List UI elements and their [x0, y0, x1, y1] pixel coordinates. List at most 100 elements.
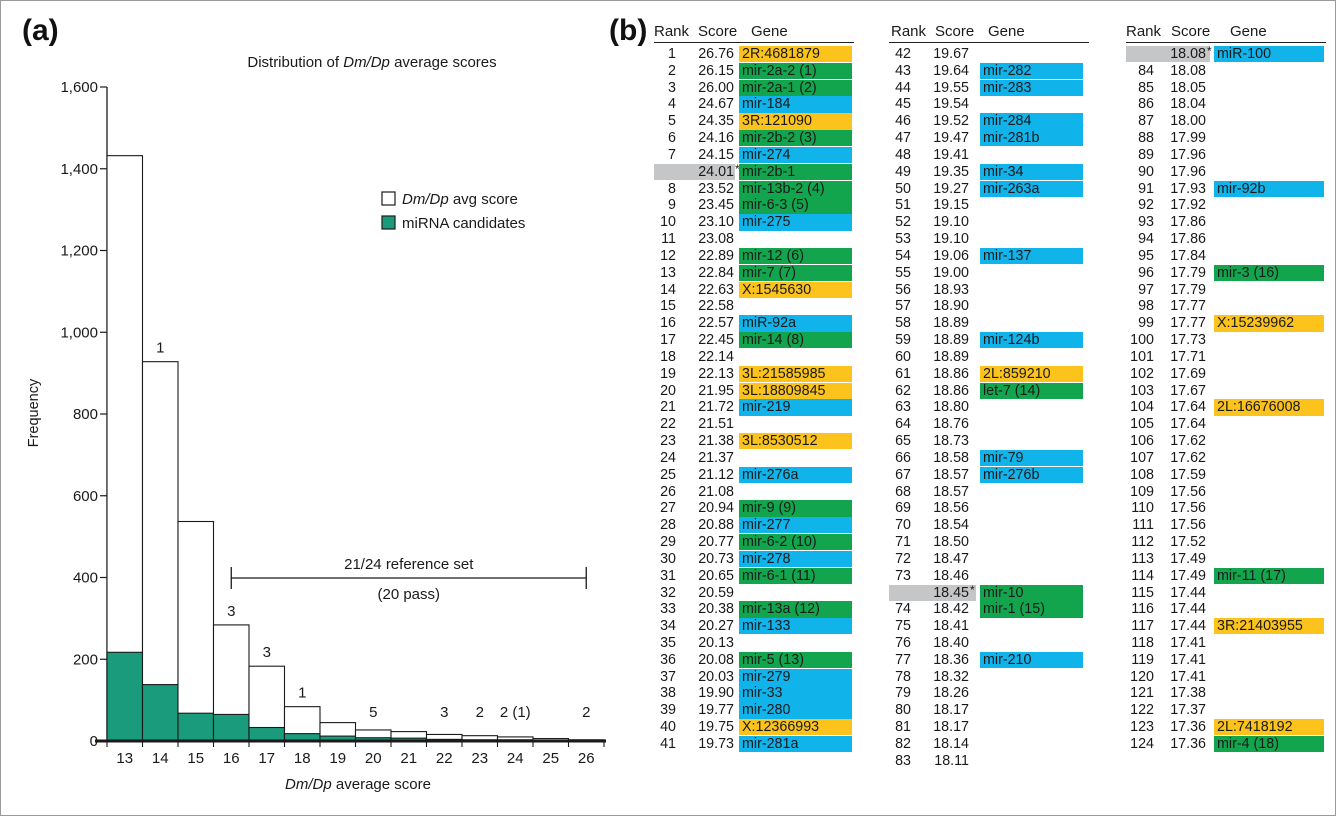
ranking-column-3: Rank Score Gene 18.08 * miR-100 84 18.08 85 18.05… [1126, 22, 1326, 753]
rank-cell: 70 [895, 517, 911, 534]
score-cell: 18.56 [933, 500, 969, 517]
rank-cell: 88 [1138, 130, 1154, 147]
gene-cell: mir-5 (13) [739, 651, 852, 669]
rank-cell: 51 [895, 197, 911, 214]
rank-cell: 8 [668, 180, 676, 197]
table-row: 3 26.00 mir-2a-1 (2) [654, 79, 854, 97]
rank-cell: 116 [1131, 601, 1154, 618]
y-tick-label: 200 [73, 651, 98, 668]
table-row: 124 17.36 mir-4 (18) [1126, 735, 1326, 753]
rank-cell: 103 [1130, 382, 1154, 399]
score-cell: 17.37 [1170, 702, 1206, 719]
table-row: 54 19.06 mir-137 [889, 247, 1089, 265]
table-header: Rank Score Gene [889, 22, 1089, 43]
y-tick-label: 1,200 [60, 243, 98, 260]
table-row: 33 20.38 mir-13a (12) [654, 601, 854, 618]
reference-set-sublabel: (20 pass) [377, 586, 440, 603]
table-row: 58 18.89 [889, 315, 1089, 332]
bar-annotation: 5 [369, 704, 377, 721]
score-cell: 22.89 [698, 247, 734, 264]
table-row: 75 18.41 [889, 618, 1089, 635]
rank-cell: 24 [660, 449, 676, 466]
table-row: 18.45 * mir-10 [889, 583, 1089, 602]
rank-cell: 10 [660, 214, 676, 231]
rank-cell: 100 [1130, 332, 1154, 349]
rank-cell: 81 [895, 719, 911, 736]
legend-swatch-total [381, 191, 396, 206]
table-row: 31 20.65 mir-6-1 (11) [654, 567, 854, 585]
score-cell: 17.36 [1170, 719, 1206, 736]
score-cell: 24.67 [698, 96, 734, 113]
rank-cell: 110 [1131, 500, 1154, 517]
table-row: 82 18.14 [889, 736, 1089, 753]
score-cell: 17.44 [1170, 618, 1206, 635]
table-row: 66 18.58 mir-79 [889, 449, 1089, 467]
table-row: 81 18.17 [889, 719, 1089, 736]
y-tick-label: 400 [73, 570, 98, 587]
rank-cell: 72 [895, 550, 911, 567]
score-cell: 18.08 [1170, 62, 1206, 79]
score-cell: 17.92 [1170, 197, 1206, 214]
score-cell: 17.52 [1170, 534, 1206, 551]
score-cell: 17.86 [1170, 214, 1206, 231]
score-cell: 22.45 [698, 332, 734, 349]
x-tick-label: 22 [436, 750, 453, 767]
table-row: 71 18.50 [889, 534, 1089, 551]
x-tick-label: 17 [258, 750, 275, 767]
table-row: 20 21.95 3L:18809845 [654, 382, 854, 400]
rank-cell: 69 [895, 500, 911, 517]
table-row: 113 17.49 [1126, 551, 1326, 568]
score-cell: 17.64 [1170, 416, 1206, 433]
table-row: 29 20.77 mir-6-2 (10) [654, 534, 854, 551]
score-cell: 18.93 [933, 281, 969, 298]
score-cell: 21.37 [698, 449, 734, 466]
rank-cell: 94 [1138, 231, 1154, 248]
score-cell: 19.90 [698, 685, 734, 702]
table-row: 119 17.41 [1126, 652, 1326, 669]
rank-cell: 107 [1130, 449, 1154, 466]
rank-cell: 119 [1131, 651, 1154, 668]
rank-cell: 30 [660, 550, 676, 567]
table-row: 103 17.67 [1126, 383, 1326, 400]
rank-cell: 54 [895, 247, 911, 264]
asterisk-marker: * [735, 161, 740, 176]
score-cell: 18.32 [933, 668, 969, 685]
score-cell: 18.04 [1170, 96, 1206, 113]
rank-cell: 123 [1130, 719, 1154, 736]
gene-cell: 2L:16676008 [1214, 399, 1324, 416]
score-cell: 18.45 [933, 584, 969, 601]
score-cell: 17.41 [1170, 651, 1206, 668]
rank-cell: 86 [1138, 96, 1154, 113]
gene-cell: mir-3 (16) [1214, 264, 1324, 282]
gene-cell: mir-1 (15) [980, 601, 1083, 618]
rank-cell: 76 [895, 634, 911, 651]
score-cell: 21.08 [698, 483, 734, 500]
rank-cell: 17 [660, 332, 676, 349]
gene-cell: mir-14 (8) [739, 332, 852, 349]
rank-cell: 21 [660, 399, 676, 416]
gene-cell: mir-6-3 (5) [739, 197, 852, 214]
rank-cell: 106 [1130, 433, 1154, 450]
gene-cell: mir-210 [980, 651, 1083, 669]
score-cell: 17.41 [1170, 634, 1206, 651]
rank-cell: 73 [895, 567, 911, 584]
gene-cell: mir-11 (17) [1214, 567, 1324, 584]
score-cell: 26.76 [698, 46, 734, 62]
table-row: 109 17.56 [1126, 484, 1326, 501]
gene-cell: mir-2a-1 (2) [739, 79, 852, 96]
gene-cell: mir-274 [739, 146, 852, 164]
header-score: Score [698, 23, 738, 40]
rank-cell: 33 [660, 601, 676, 618]
score-cell: 20.13 [698, 634, 734, 651]
gene-cell: let-7 (14) [980, 382, 1083, 399]
score-cell: 17.67 [1170, 382, 1206, 399]
rank-cell: 44 [895, 79, 911, 96]
bar-candidates [212, 713, 250, 742]
score-cell: 17.73 [1170, 332, 1206, 349]
rank-cell: 25 [660, 466, 676, 483]
score-cell: 19.47 [933, 130, 969, 147]
gene-cell: 3R:21403955 [1214, 618, 1324, 635]
score-cell: 18.73 [933, 433, 969, 450]
table-row: 39 19.77 mir-280 [654, 702, 854, 719]
score-cell: 18.89 [933, 315, 969, 332]
